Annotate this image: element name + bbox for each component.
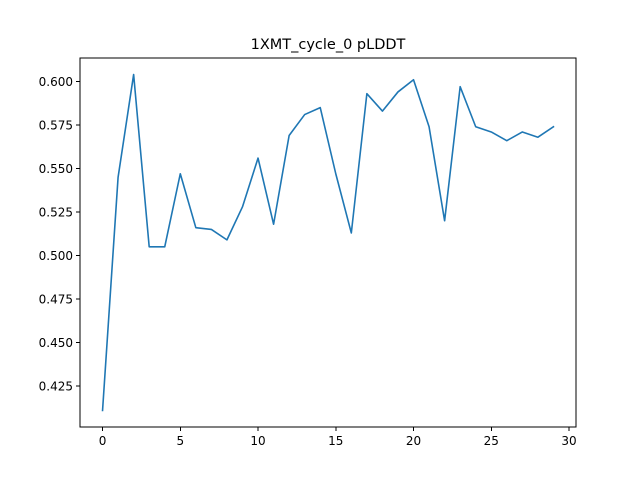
x-tick-label: 10: [250, 434, 265, 448]
chart-title: 1XMT_cycle_0 pLDDT: [251, 37, 406, 53]
x-tick-label: 30: [561, 434, 576, 448]
y-tick-label: 0.600: [39, 75, 73, 89]
x-axis-ticks: 0 5 10 15 20 25 30: [99, 427, 577, 448]
y-tick-label: 0.575: [39, 118, 73, 132]
y-tick-label: 0.525: [39, 205, 73, 219]
x-tick-label: 25: [484, 434, 499, 448]
y-tick-label: 0.450: [39, 336, 73, 350]
x-tick-label: 20: [406, 434, 421, 448]
series-line-0: [101, 73, 555, 412]
axes-frame: [79, 57, 577, 428]
y-tick-label: 0.550: [39, 162, 73, 176]
y-tick-label: 0.425: [39, 379, 73, 393]
y-axis-ticks: 0.425 0.450 0.475 0.500 0.525 0.550 0.575 0.600: [39, 75, 80, 393]
y-tick-label: 0.475: [39, 292, 73, 306]
y-tick-label: 0.500: [39, 249, 73, 263]
series-group: [101, 73, 555, 412]
x-tick-label: 0: [99, 434, 107, 448]
x-tick-label: 5: [176, 434, 184, 448]
plot-area: [80, 58, 576, 427]
x-tick-label: 15: [328, 434, 343, 448]
